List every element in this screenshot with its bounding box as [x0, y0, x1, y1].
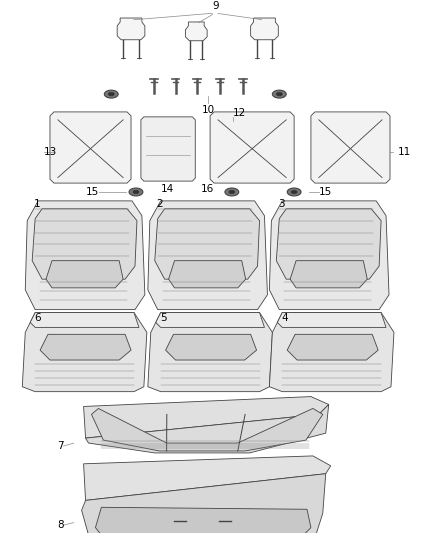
Ellipse shape: [124, 25, 139, 35]
Polygon shape: [290, 261, 367, 288]
Text: 5: 5: [161, 312, 167, 322]
Ellipse shape: [63, 171, 70, 176]
Bar: [341, 161, 360, 170]
Polygon shape: [148, 312, 272, 392]
Text: 13: 13: [44, 148, 57, 157]
Polygon shape: [50, 112, 131, 183]
Ellipse shape: [133, 190, 139, 193]
Ellipse shape: [247, 171, 254, 176]
Polygon shape: [32, 209, 137, 279]
Polygon shape: [46, 261, 123, 288]
Text: 8: 8: [57, 520, 64, 530]
Ellipse shape: [367, 171, 374, 176]
Text: 15: 15: [86, 187, 99, 197]
Polygon shape: [95, 507, 311, 533]
Polygon shape: [311, 112, 390, 183]
Ellipse shape: [108, 171, 115, 176]
Polygon shape: [40, 334, 131, 360]
Polygon shape: [155, 209, 260, 279]
Bar: [242, 161, 262, 170]
Polygon shape: [148, 201, 268, 310]
Ellipse shape: [291, 190, 297, 193]
Text: 4: 4: [281, 312, 288, 322]
Text: 9: 9: [213, 1, 219, 11]
Ellipse shape: [276, 92, 282, 96]
Ellipse shape: [108, 92, 114, 96]
Ellipse shape: [223, 171, 230, 176]
Ellipse shape: [104, 90, 118, 98]
Polygon shape: [117, 18, 145, 40]
Text: 1: 1: [34, 199, 41, 209]
Ellipse shape: [190, 28, 202, 37]
Text: 14: 14: [161, 184, 174, 194]
Polygon shape: [251, 18, 278, 40]
Ellipse shape: [272, 90, 286, 98]
Polygon shape: [156, 312, 265, 327]
Ellipse shape: [129, 188, 143, 196]
Ellipse shape: [229, 190, 235, 193]
Text: 12: 12: [233, 108, 246, 118]
Text: 6: 6: [34, 312, 41, 322]
Ellipse shape: [287, 188, 301, 196]
Ellipse shape: [323, 171, 330, 176]
Polygon shape: [166, 334, 257, 360]
Polygon shape: [25, 201, 145, 310]
Ellipse shape: [225, 188, 239, 196]
Polygon shape: [185, 22, 207, 41]
Text: 2: 2: [157, 199, 163, 209]
Polygon shape: [141, 117, 195, 181]
Polygon shape: [85, 405, 329, 453]
Ellipse shape: [193, 516, 211, 526]
Polygon shape: [277, 312, 386, 327]
Ellipse shape: [346, 171, 352, 176]
Polygon shape: [169, 261, 246, 288]
Text: 7: 7: [57, 441, 64, 451]
Text: 15: 15: [319, 187, 332, 197]
Polygon shape: [30, 312, 139, 327]
Text: 3: 3: [278, 199, 285, 209]
Text: 10: 10: [201, 105, 215, 115]
Polygon shape: [22, 312, 147, 392]
Ellipse shape: [198, 519, 206, 523]
Polygon shape: [269, 312, 394, 392]
Polygon shape: [92, 408, 323, 451]
Polygon shape: [84, 397, 329, 438]
Bar: [81, 161, 100, 170]
Polygon shape: [276, 209, 381, 279]
Polygon shape: [84, 456, 331, 500]
Polygon shape: [269, 201, 389, 310]
Text: 11: 11: [398, 148, 411, 157]
Ellipse shape: [257, 25, 272, 35]
Ellipse shape: [271, 171, 277, 176]
Polygon shape: [81, 474, 326, 533]
Polygon shape: [287, 334, 378, 360]
Ellipse shape: [85, 171, 92, 176]
Polygon shape: [210, 112, 294, 183]
Text: 16: 16: [201, 184, 214, 194]
